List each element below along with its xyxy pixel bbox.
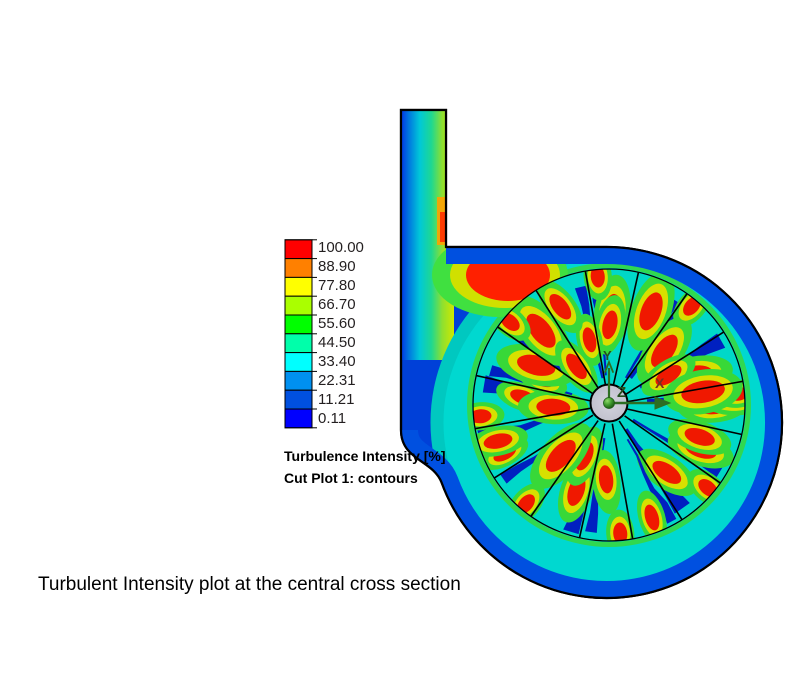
- svg-text:Y: Y: [603, 348, 612, 363]
- svg-text:X: X: [655, 375, 665, 391]
- svg-text:Z: Z: [617, 384, 626, 401]
